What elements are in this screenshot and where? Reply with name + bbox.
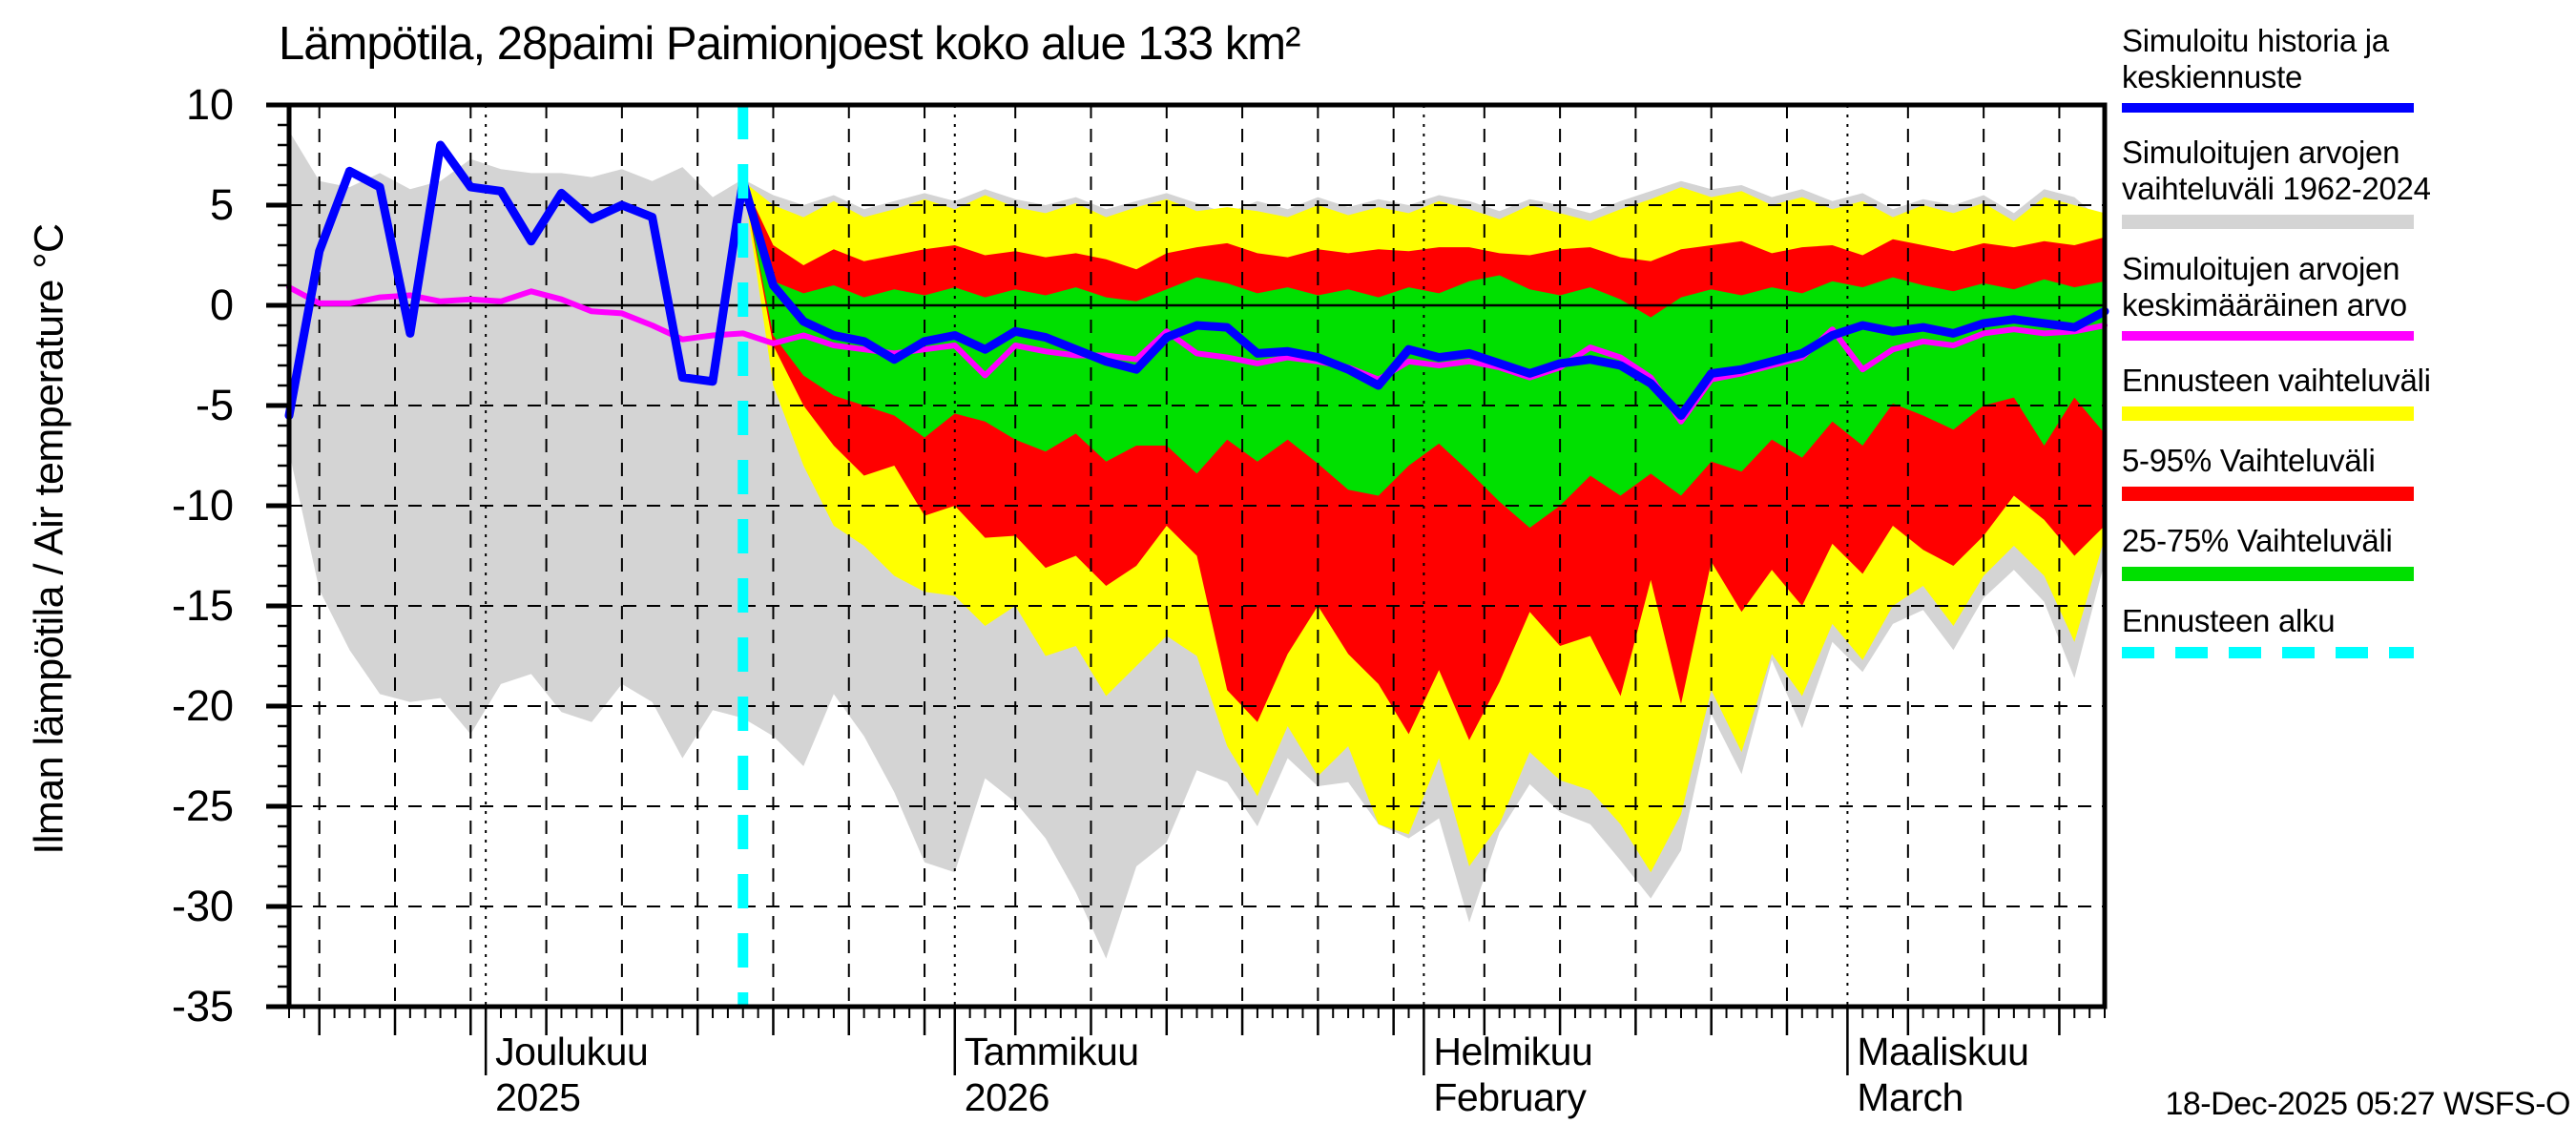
legend-entry: 5-95% Vaihteluväli bbox=[2122, 443, 2570, 501]
x-month-label: Tammikuu 2026 bbox=[964, 1030, 1139, 1119]
legend-entry: 25-75% Vaihteluväli bbox=[2122, 523, 2570, 581]
y-tick-label: -25 bbox=[172, 781, 234, 830]
legend-band-sample bbox=[2122, 215, 2414, 229]
chart-title: Lämpötila, 28paimi Paimionjoest koko alu… bbox=[279, 18, 1300, 70]
y-tick-label: -20 bbox=[172, 681, 234, 730]
legend-band-sample bbox=[2122, 567, 2414, 581]
legend-line-sample bbox=[2122, 331, 2414, 341]
x-month-label: Maaliskuu March bbox=[1857, 1030, 2029, 1119]
legend-label: Ennusteen alku bbox=[2122, 603, 2336, 638]
y-tick-label: -30 bbox=[172, 882, 234, 930]
legend-entry: Ennusteen alku bbox=[2122, 603, 2570, 658]
legend-label: Simuloitujen arvojen vaihteluväli 1962-2… bbox=[2122, 135, 2431, 206]
x-month-label: Joulukuu 2025 bbox=[495, 1030, 649, 1119]
y-tick-label: -10 bbox=[172, 481, 234, 530]
legend: Simuloitu historia ja keskiennuste Simulo… bbox=[2122, 23, 2570, 680]
legend-band-sample bbox=[2122, 487, 2414, 501]
y-tick-label: 5 bbox=[210, 180, 234, 229]
timestamp: 18-Dec-2025 05:27 WSFS-O bbox=[2165, 1086, 2570, 1122]
y-tick-label: 10 bbox=[186, 80, 234, 129]
legend-label: 5-95% Vaihteluväli bbox=[2122, 443, 2376, 478]
legend-label: Ennusteen vaihteluväli bbox=[2122, 363, 2431, 398]
y-tick-label: 0 bbox=[210, 281, 234, 329]
y-tick-label: -5 bbox=[196, 381, 234, 429]
legend-entry: Ennusteen vaihteluväli bbox=[2122, 363, 2570, 421]
legend-entry: Simuloitu historia ja keskiennuste bbox=[2122, 23, 2570, 113]
x-month-label: Helmikuu February bbox=[1433, 1030, 1593, 1119]
legend-entry: Simuloitujen arvojen keskimääräinen arvo bbox=[2122, 251, 2570, 341]
legend-band-sample bbox=[2122, 406, 2414, 421]
line-history-and-median-forecast bbox=[284, 140, 2109, 420]
legend-line-sample bbox=[2122, 103, 2414, 113]
legend-label: 25-75% Vaihteluväli bbox=[2122, 523, 2393, 558]
y-tick-label: -15 bbox=[172, 581, 234, 630]
legend-dashed-line-sample bbox=[2122, 647, 2414, 658]
legend-label: Simuloitujen arvojen keskimääräinen arvo bbox=[2122, 251, 2407, 323]
legend-label: Simuloitu historia ja keskiennuste bbox=[2122, 23, 2389, 94]
y-tick-label: -35 bbox=[172, 982, 234, 1030]
legend-entry: Simuloitujen arvojen vaihteluväli 1962-2… bbox=[2122, 135, 2570, 229]
